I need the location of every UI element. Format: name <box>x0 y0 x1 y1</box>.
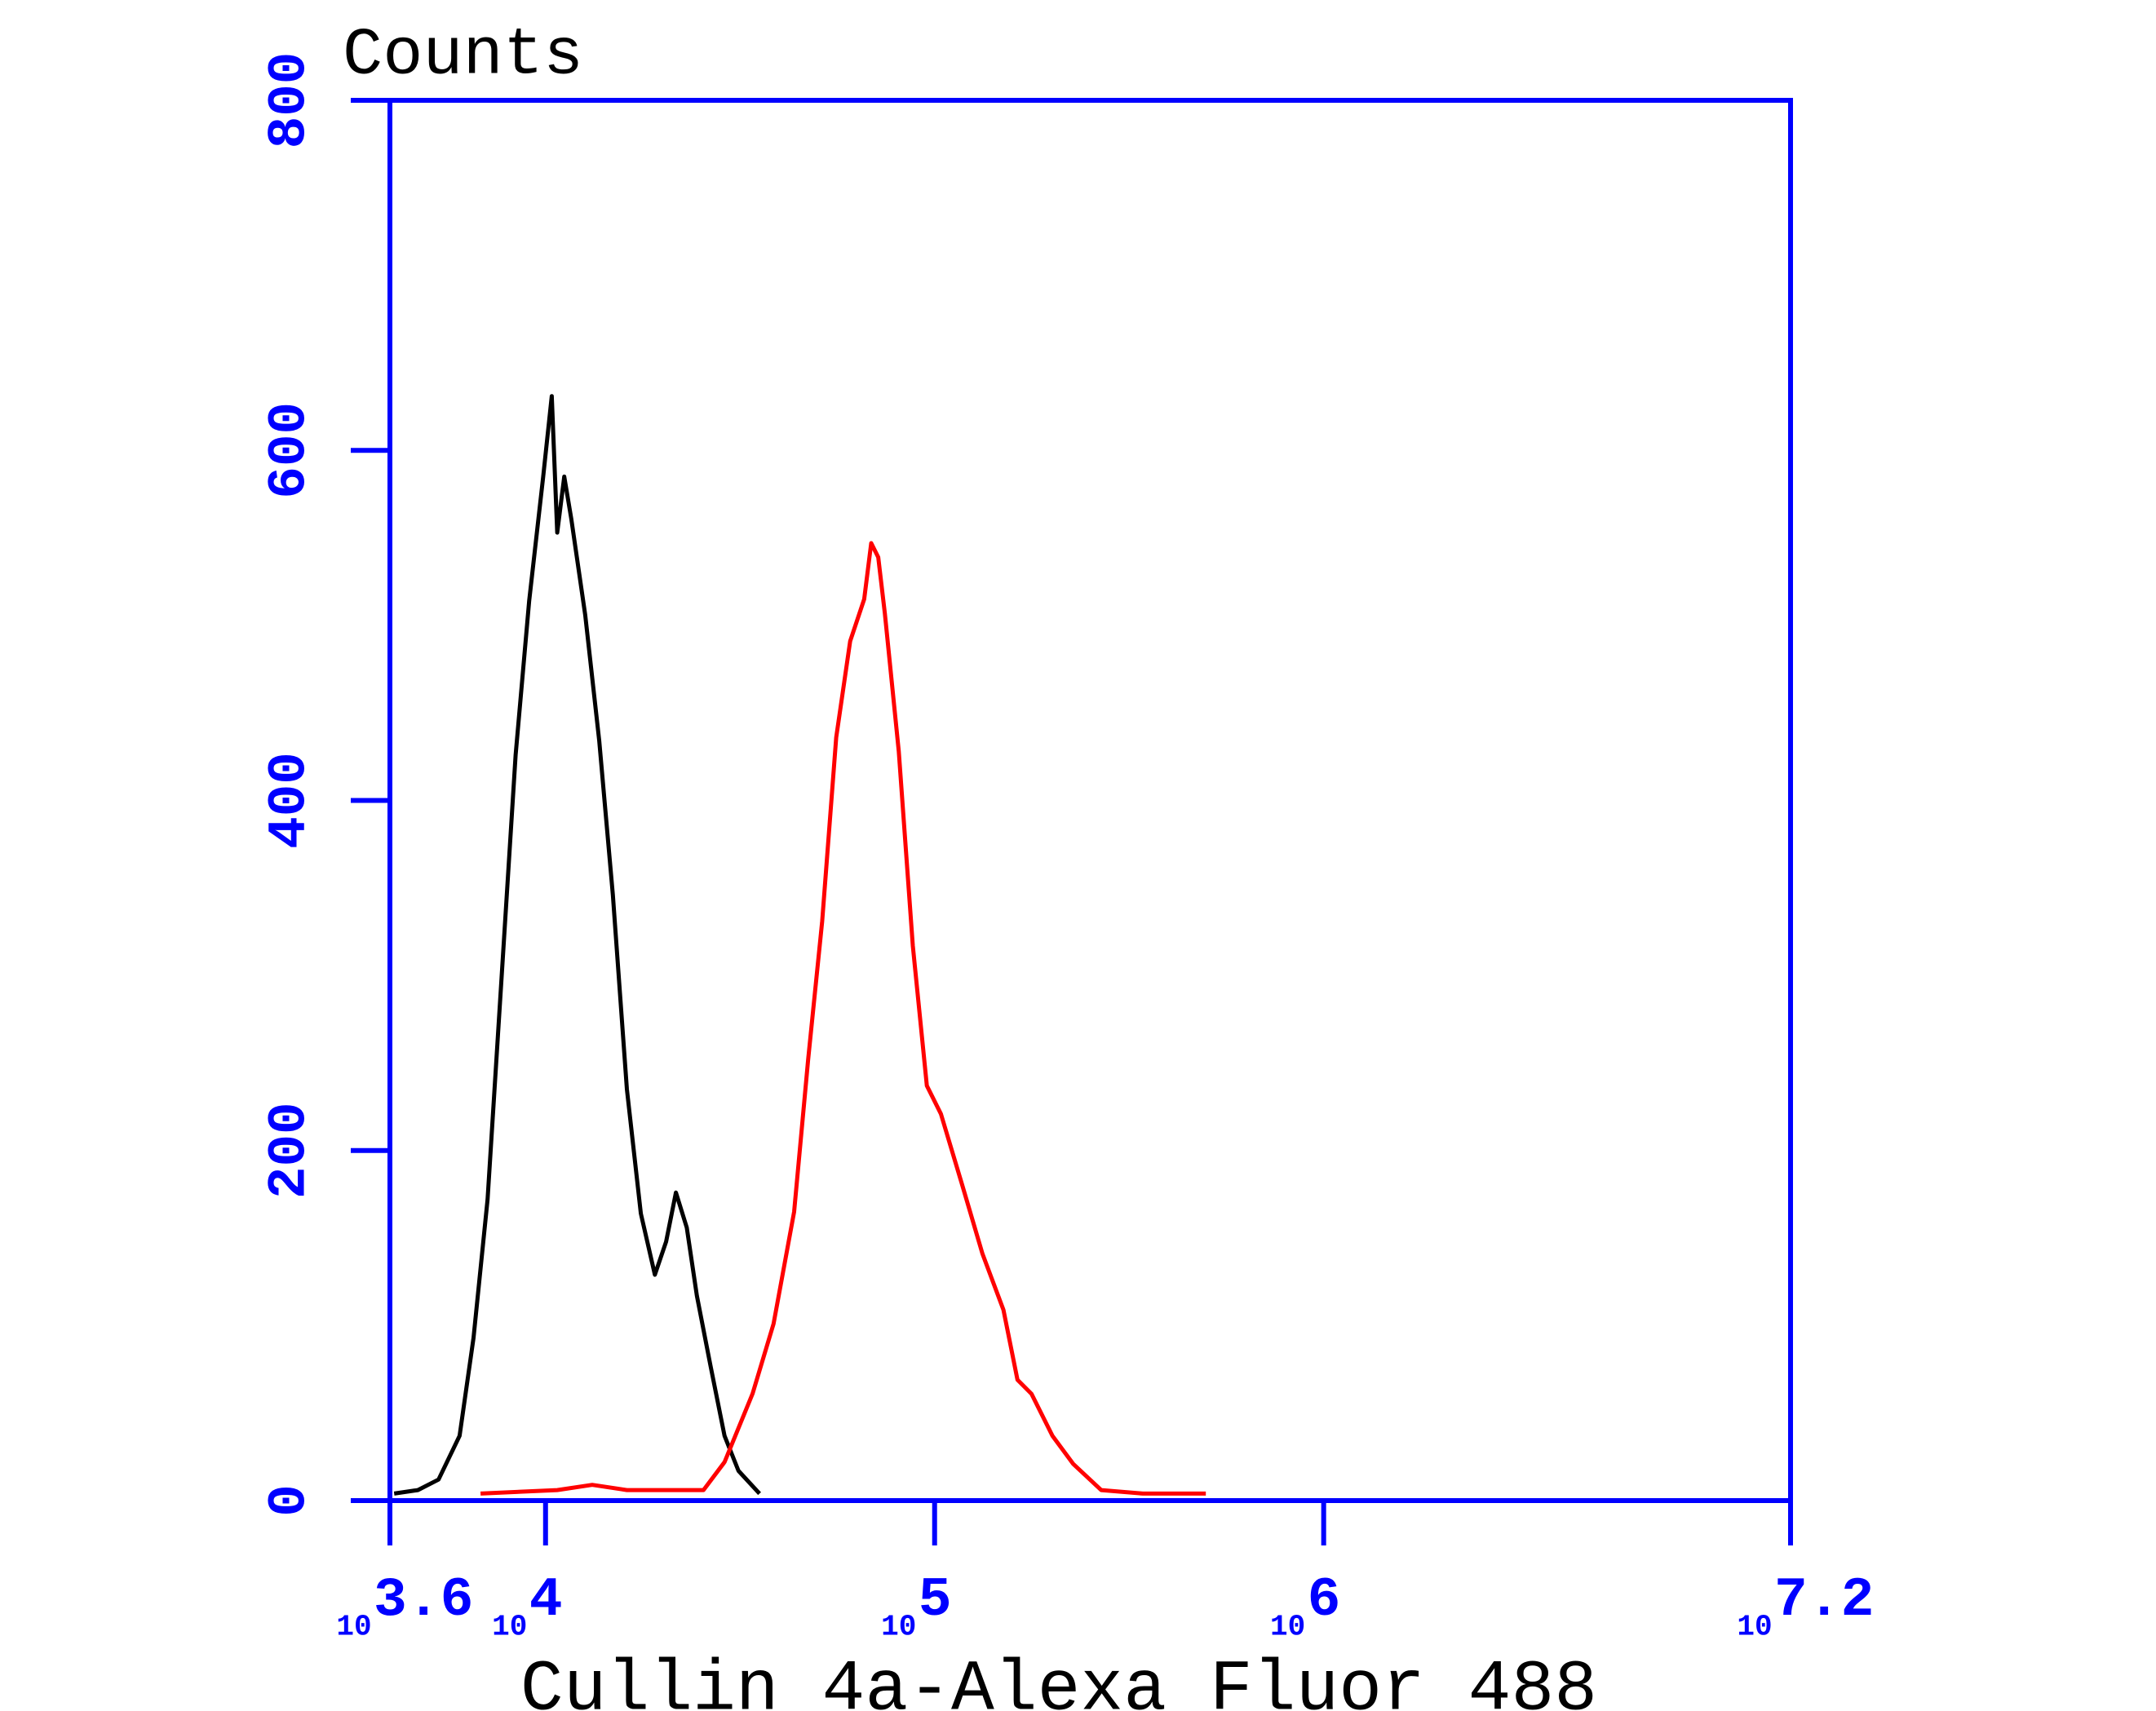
x-axis-label: Cullin 4a-Alexa Fluor 488 <box>520 1650 1597 1711</box>
x-tick-base: 10 <box>1270 1611 1305 1644</box>
y-axis-label: Counts <box>343 18 583 94</box>
x-tick-label: 3.6 <box>374 1569 473 1632</box>
y-tick-label: 800 <box>259 52 320 149</box>
y-tick-label: 0 <box>259 1484 320 1517</box>
plot-frame <box>387 98 1793 1503</box>
x-tick-base: 10 <box>492 1611 527 1644</box>
x-tick-label: 6 <box>1308 1569 1341 1632</box>
x-tick-base: 10 <box>881 1611 916 1644</box>
x-tick-base: 10 <box>336 1611 371 1644</box>
x-tick-label: 5 <box>919 1569 952 1632</box>
x-tick-label: 4 <box>529 1569 563 1632</box>
y-tick-label: 200 <box>259 1102 320 1199</box>
y-tick-label: 600 <box>259 402 320 499</box>
x-tick-label: 7.2 <box>1774 1569 1874 1632</box>
x-tick-base: 10 <box>1737 1611 1772 1644</box>
histogram-line <box>480 541 1206 1496</box>
histogram-line <box>393 394 761 1496</box>
y-tick-label: 400 <box>259 752 320 849</box>
